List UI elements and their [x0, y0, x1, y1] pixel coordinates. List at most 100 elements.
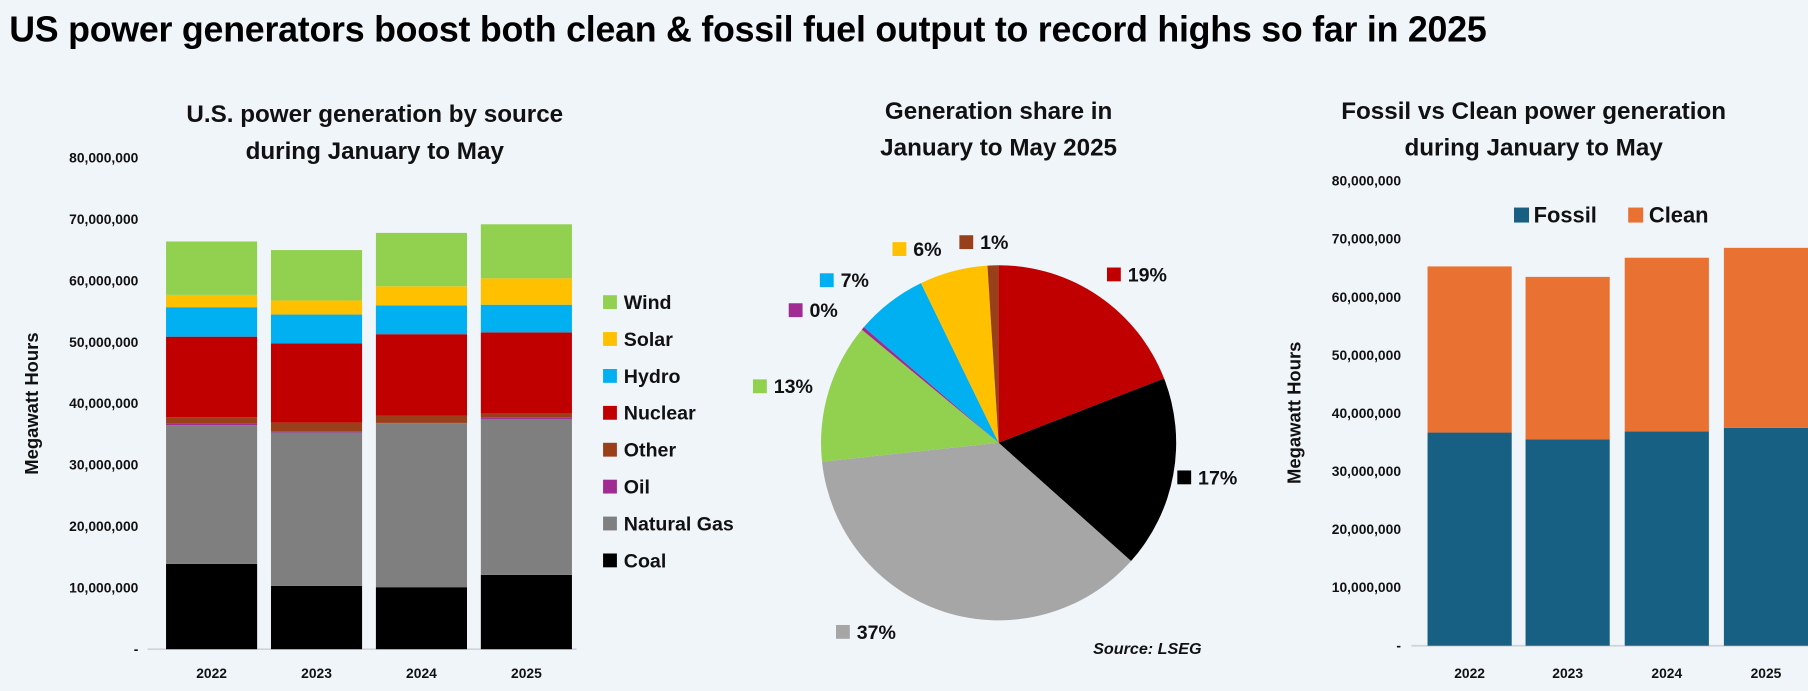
bar-segment-hydro-2024	[375, 305, 468, 335]
pie-data-label: 7%	[841, 270, 869, 292]
bar-segment-wind-2024	[375, 232, 468, 287]
legend-swatch-other	[603, 442, 617, 457]
pie-data-label: 6%	[913, 239, 941, 261]
legend-swatch-oil	[603, 479, 617, 494]
y-tick-label: 40,000,000	[69, 395, 139, 411]
y-tick-label: 10,000,000	[69, 579, 139, 595]
y-tick-label: 20,000,000	[1332, 521, 1402, 537]
legend-label: Solar	[624, 329, 673, 351]
bar-segment-fossil-2024	[1624, 431, 1709, 646]
bar-segment-clean-2024	[1624, 257, 1709, 432]
y-tick-label: 10,000,000	[1332, 579, 1402, 595]
bar-segment-solar-2025	[480, 278, 572, 305]
y-tick-label: 70,000,000	[1332, 231, 1402, 247]
legend-swatch-nuclear	[603, 405, 617, 420]
pie-label-swatch	[1177, 470, 1192, 485]
pie-slice-nuclear	[998, 265, 1165, 443]
y-tick-label: 70,000,000	[69, 211, 139, 227]
x-tick-label: 2022	[196, 665, 227, 681]
pie-chart-title: Generation share in January to May 2025	[880, 93, 1117, 167]
y-tick-label: 30,000,000	[69, 457, 139, 473]
pie-label-swatch	[788, 303, 803, 318]
legend-label: Other	[624, 440, 677, 462]
bar-segment-nuclear-2023	[270, 343, 363, 423]
bar-segment-natural-gas-2025	[480, 418, 572, 575]
bar-segment-solar-2022	[166, 294, 258, 308]
x-tick-label: 2023	[1552, 665, 1583, 681]
y-tick-label: -	[134, 641, 139, 657]
pie-slice-wind	[821, 329, 999, 462]
bar-segment-fossil-2022	[1427, 432, 1512, 646]
pie-slice-coal	[998, 378, 1177, 562]
pie-data-label: 13%	[774, 376, 813, 398]
legend-label: Fossil	[1534, 203, 1597, 228]
legend-label: Clean	[1649, 203, 1709, 228]
x-tick-label: 2023	[301, 665, 332, 681]
pie-label-swatch	[819, 273, 834, 288]
x-tick-label: 2024	[1651, 665, 1682, 681]
fossil-clean-chart-title-line: during January to May	[1404, 134, 1663, 162]
bar-segment-solar-2023	[270, 300, 363, 315]
bar-segment-other-2022	[166, 417, 258, 424]
pie-label-swatch	[835, 624, 850, 639]
legend-label: Nuclear	[624, 403, 696, 425]
pie-data-label: 19%	[1128, 264, 1167, 286]
x-tick-label: 2025	[511, 665, 542, 681]
pie-data-label: 1%	[980, 232, 1008, 254]
pie-slice-other	[987, 265, 999, 443]
legend-swatch-solar	[603, 332, 617, 346]
legend-swatch-coal	[603, 553, 617, 568]
pie-label-swatch	[752, 379, 767, 394]
bar-segment-natural-gas-2022	[166, 425, 258, 564]
y-tick-label: 50,000,000	[1332, 347, 1402, 363]
y-tick-label: 80,000,000	[69, 150, 139, 166]
bar-segment-oil-2023	[270, 431, 363, 433]
legend-label: Wind	[624, 292, 672, 314]
bar-segment-nuclear-2024	[375, 334, 468, 416]
pie-label-swatch	[959, 235, 974, 250]
legend-swatch-clean	[1628, 207, 1644, 223]
bar-segment-other-2023	[270, 422, 363, 432]
bar-segment-natural-gas-2023	[270, 432, 363, 586]
bar-segment-hydro-2022	[166, 307, 258, 337]
pie-data-label: 37%	[857, 622, 896, 644]
y-axis-title: Megawatt Hours	[1284, 342, 1305, 484]
bar-segment-oil-2022	[166, 423, 258, 426]
legend-swatch-natural-gas	[603, 516, 617, 531]
bar-segment-nuclear-2022	[166, 336, 258, 418]
pie-data-label: 17%	[1198, 467, 1237, 489]
y-tick-label: 60,000,000	[69, 272, 139, 288]
bar-segment-hydro-2023	[270, 314, 363, 344]
legend-label: Hydro	[624, 366, 681, 388]
bar-segment-clean-2023	[1525, 276, 1610, 440]
bar-segment-natural-gas-2024	[375, 423, 468, 588]
bar-segment-coal-2025	[480, 574, 572, 650]
y-tick-label: 80,000,000	[1332, 173, 1402, 189]
stacked-chart-title-line: during January to May	[245, 138, 504, 165]
bar-segment-nuclear-2025	[480, 332, 572, 414]
stacked-chart-title-line: U.S. power generation by source	[186, 101, 564, 128]
legend-label: Natural Gas	[624, 513, 734, 535]
legend-label: Coal	[624, 550, 666, 572]
pie-slice-solar	[920, 265, 999, 443]
main-title: US power generators boost both clean & f…	[9, 9, 1487, 50]
y-tick-label: 20,000,000	[69, 518, 139, 534]
bar-segment-fossil-2025	[1723, 427, 1808, 646]
y-tick-label: 30,000,000	[1332, 463, 1402, 479]
x-tick-label: 2025	[1751, 665, 1782, 681]
bar-segment-fossil-2023	[1525, 439, 1610, 646]
pie-chart-title-line: Generation share in	[884, 98, 1113, 125]
source-note: Source: LSEG	[1093, 640, 1202, 658]
legend-swatch-hydro	[603, 368, 617, 383]
x-tick-label: 2024	[406, 665, 437, 681]
bar-segment-clean-2025	[1723, 247, 1808, 428]
pie-slice-oil	[861, 327, 999, 443]
bar-segment-other-2024	[375, 415, 468, 423]
bar-segment-solar-2024	[375, 286, 468, 306]
pie-chart-title-line: January to May 2025	[880, 134, 1118, 162]
legend-label: Oil	[624, 477, 650, 499]
bar-segment-wind-2023	[270, 250, 363, 301]
pie-data-label: 0%	[809, 300, 837, 322]
